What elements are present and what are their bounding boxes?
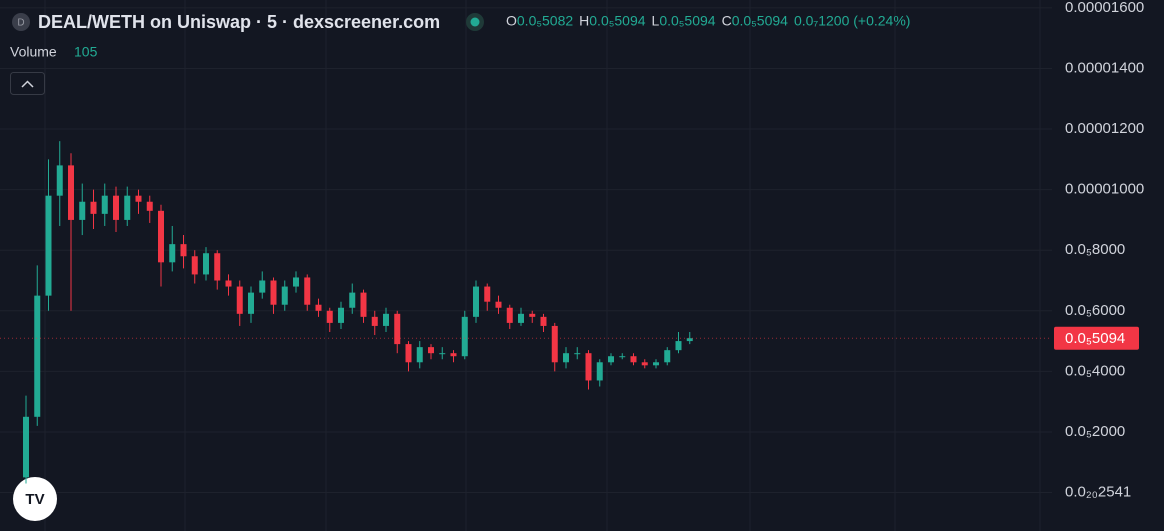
candle-body bbox=[686, 338, 693, 342]
y-tick-label: 0.0₅2000 bbox=[1065, 423, 1125, 440]
token-icon bbox=[12, 13, 30, 31]
candle-body bbox=[315, 304, 322, 311]
candle-body bbox=[608, 356, 614, 363]
candle-body bbox=[518, 313, 524, 323]
ohlc-label: C bbox=[722, 13, 732, 29]
collapse-icon bbox=[21, 80, 34, 88]
price-label-box bbox=[1054, 326, 1139, 350]
candle-body bbox=[214, 253, 221, 281]
candle-body bbox=[45, 195, 52, 296]
candle-body bbox=[281, 286, 288, 305]
candle-body bbox=[619, 356, 626, 358]
candle-body bbox=[56, 165, 63, 196]
candle-body bbox=[383, 313, 389, 326]
chart-title: DEAL/WETH on Uniswap · 5 · dexscreener.c… bbox=[38, 12, 440, 32]
candle-body bbox=[439, 353, 446, 355]
candle-body bbox=[34, 295, 41, 417]
candle-body bbox=[540, 316, 547, 326]
candle-body bbox=[630, 356, 637, 363]
candle-body bbox=[563, 353, 569, 363]
candle-body bbox=[68, 165, 74, 220]
candle-body bbox=[23, 416, 29, 478]
candle-body bbox=[394, 313, 401, 345]
candle-body bbox=[90, 201, 97, 214]
token-icon-letter: D bbox=[17, 18, 24, 29]
candle-body bbox=[473, 286, 479, 317]
ohlc-label: O bbox=[506, 13, 517, 29]
candle-body bbox=[349, 292, 356, 308]
y-tick-label: 0.0₅8000 bbox=[1065, 241, 1125, 258]
candle-body bbox=[416, 347, 423, 363]
candle-body bbox=[641, 362, 648, 366]
tv-logo[interactable] bbox=[13, 477, 57, 521]
candle-body bbox=[428, 347, 434, 354]
y-tick-label: 0.00001000 bbox=[1065, 181, 1144, 198]
vertical-grid bbox=[44, 0, 1041, 531]
candle-body bbox=[405, 344, 412, 363]
candle-body bbox=[101, 195, 108, 214]
ohlc-label: L bbox=[652, 13, 660, 29]
ohlc-value: 0.0₅5094 bbox=[589, 13, 645, 29]
volume-label: Volume bbox=[10, 44, 57, 60]
y-tick-label: 0.00001200 bbox=[1065, 120, 1144, 137]
candle-body bbox=[203, 253, 209, 275]
candle-body bbox=[664, 350, 671, 363]
ohlc-value: 0.0₅5094 bbox=[732, 13, 788, 29]
price-label: 0.0₅5094 bbox=[1065, 330, 1125, 347]
candle-body bbox=[225, 280, 232, 287]
candle-body bbox=[461, 316, 468, 357]
candle-body bbox=[326, 310, 333, 323]
ohlc-label: H bbox=[579, 13, 589, 29]
candle-body bbox=[236, 286, 243, 314]
ohlc-value: 0.0₅5082 bbox=[517, 13, 573, 29]
candle-body bbox=[180, 244, 187, 257]
candle-body bbox=[191, 256, 198, 275]
candle-body bbox=[248, 292, 254, 314]
candle-body bbox=[79, 201, 86, 220]
candle-body bbox=[158, 210, 164, 263]
y-tick-label: 0.0₂₀2541 bbox=[1065, 483, 1131, 500]
candle-body bbox=[360, 292, 367, 317]
candle-body bbox=[270, 280, 277, 305]
candle-body bbox=[338, 307, 344, 323]
tv-logo-text: TV bbox=[25, 491, 44, 508]
candle-body bbox=[113, 195, 119, 220]
change-value: 0.0₇1200 (+0.24%) bbox=[794, 13, 911, 29]
candle-body bbox=[450, 353, 457, 357]
y-tick-label: 0.00001400 bbox=[1065, 59, 1144, 76]
candle-body bbox=[146, 201, 153, 211]
candle-body bbox=[585, 353, 592, 381]
y-tick-label: 0.0₅4000 bbox=[1065, 362, 1125, 379]
ohlc-legend: O 0.0₅5082 H 0.0₅5094 L 0.0₅5094 C 0.0₅5094 0.0₇… bbox=[506, 13, 910, 29]
candle-body bbox=[506, 307, 513, 323]
candle-body bbox=[135, 195, 142, 202]
y-tick-label: 0.0₅6000 bbox=[1065, 302, 1125, 319]
y-tick-label: 0.00001600 bbox=[1065, 0, 1144, 16]
candle-body bbox=[574, 353, 581, 355]
collapse-button[interactable] bbox=[10, 72, 45, 95]
candle-body bbox=[495, 301, 502, 308]
ohlc-value: 0.0₅5094 bbox=[659, 13, 715, 29]
candle-body bbox=[551, 325, 558, 363]
candle-body bbox=[371, 316, 378, 326]
volume-value: 105 bbox=[74, 44, 98, 60]
candle-body bbox=[529, 313, 536, 317]
candle-body bbox=[484, 286, 491, 302]
candle-body bbox=[169, 244, 176, 263]
candle-body bbox=[124, 195, 131, 220]
candle-body bbox=[304, 277, 311, 305]
candle-body bbox=[653, 362, 659, 366]
candle-body bbox=[675, 341, 682, 351]
status-dot bbox=[470, 17, 480, 27]
candle-body bbox=[596, 362, 603, 381]
candle-body bbox=[259, 280, 266, 293]
candle-body bbox=[293, 277, 299, 287]
